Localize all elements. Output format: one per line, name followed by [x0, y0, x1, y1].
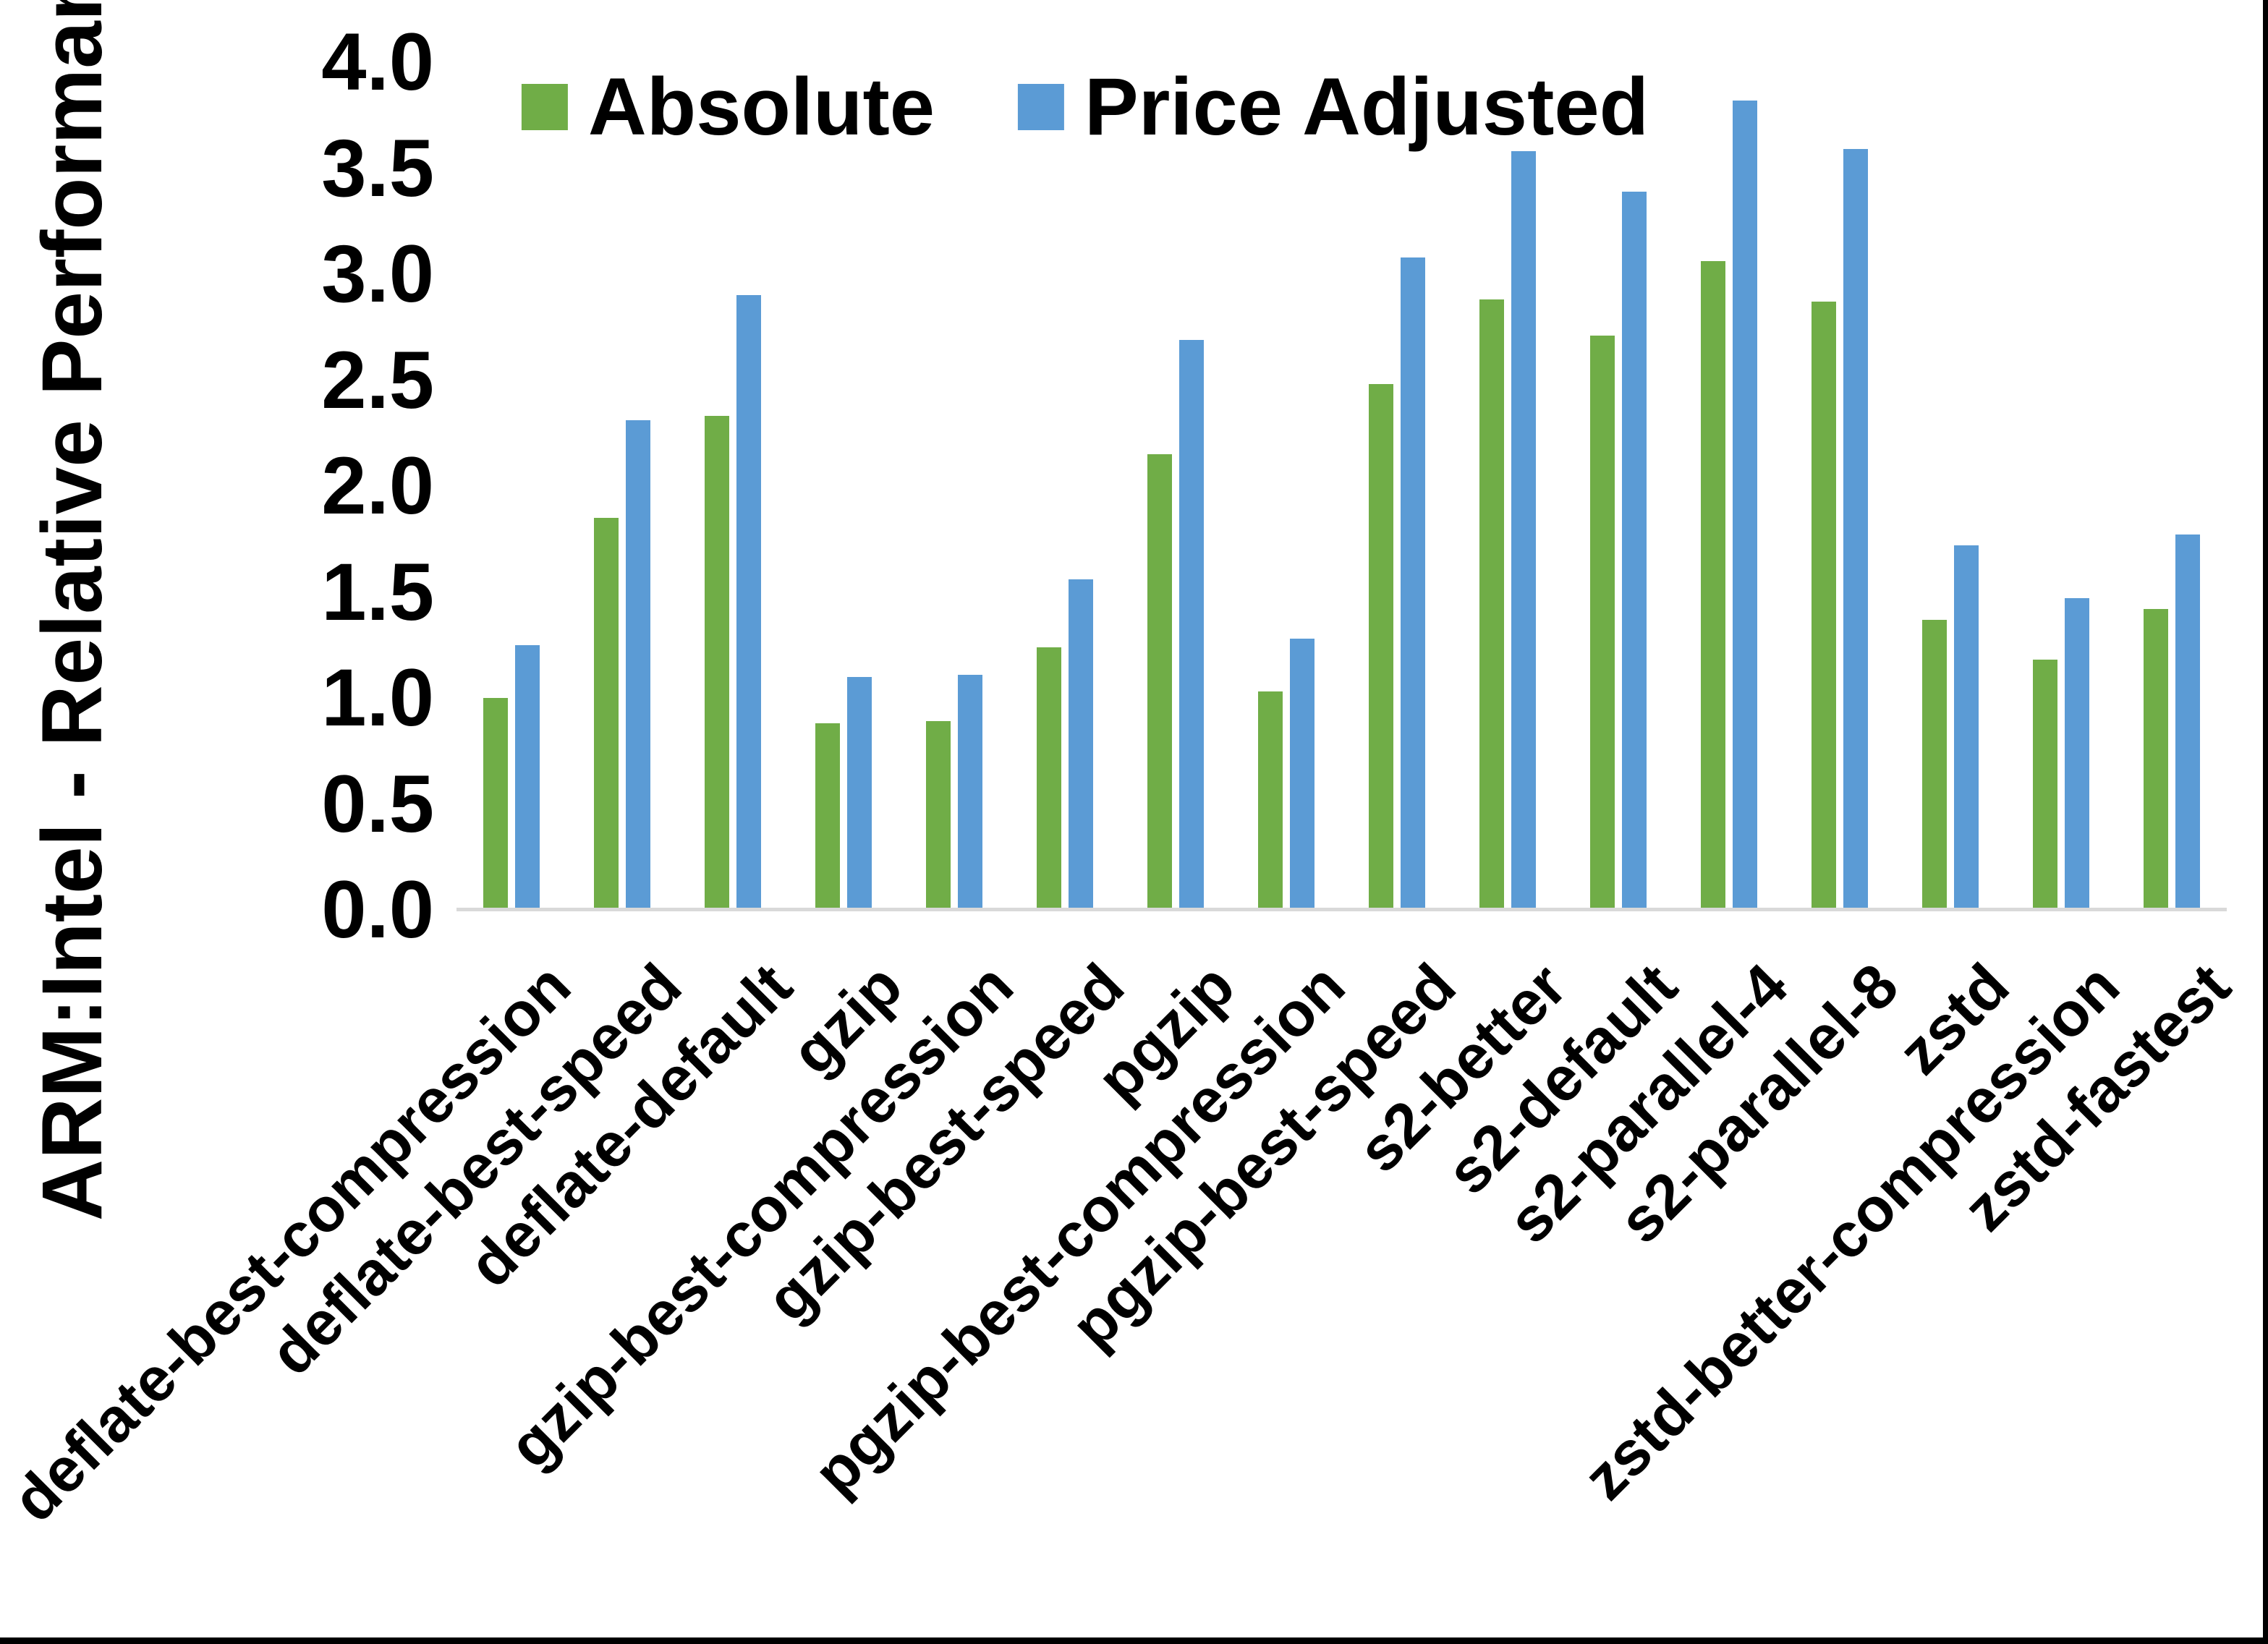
legend-item-absolute: Absolute [521, 61, 935, 152]
x-axis-line [456, 908, 2227, 911]
bar-price-adjusted-gzip-best-speed [1069, 579, 1094, 910]
bar-absolute-pgzip-best-speed [1368, 384, 1393, 910]
bar-price-adjusted-pgzip-best-compression [1290, 639, 1315, 910]
legend-swatch-absolute [521, 84, 568, 130]
legend-label-absolute: Absolute [587, 61, 935, 152]
bar-price-adjusted-gzip [847, 677, 872, 910]
bar-price-adjusted-zstd-fastest [2175, 534, 2200, 910]
y-tick-4.0: 4.0 [321, 17, 434, 107]
bar-absolute-deflate-best-speed [594, 518, 619, 910]
bar-absolute-gzip [815, 723, 841, 910]
bar-absolute-deflate-best-compression [483, 698, 509, 910]
bar-price-adjusted-zstd-better-compression [2064, 598, 2089, 910]
y-tick-1.0: 1.0 [321, 652, 434, 743]
legend-item-price-adjusted: Price Adjusted [1018, 67, 1649, 148]
y-tick-3.0: 3.0 [321, 229, 434, 319]
bar-price-adjusted-pgzip-best-speed [1400, 257, 1425, 910]
bar-price-adjusted-deflate-best-compression [515, 645, 540, 910]
y-tick-3.5: 3.5 [321, 122, 434, 213]
bar-price-adjusted-gzip-best-compression [958, 675, 983, 910]
bar-absolute-s2-parallel-4 [1700, 261, 1725, 910]
bar-price-adjusted-s2-parallel-8 [1843, 149, 1868, 910]
bar-absolute-s2-default [1589, 336, 1615, 910]
legend-label-price-adjusted: Price Adjusted [1084, 61, 1649, 152]
bar-price-adjusted-pgzip [1179, 340, 1205, 910]
bar-price-adjusted-deflate-default [736, 295, 762, 910]
y-tick-1.5: 1.5 [321, 546, 434, 637]
legend-swatch-price-adjusted [1018, 84, 1065, 130]
bar-price-adjusted-s2-default [1621, 192, 1647, 910]
bar-absolute-zstd-fastest [2143, 609, 2168, 910]
legend: Absolute Price Adjusted [521, 61, 1649, 152]
y-tick-0.5: 0.5 [321, 758, 434, 849]
bar-absolute-s2-parallel-8 [1811, 302, 1836, 910]
bar-price-adjusted-deflate-best-speed [626, 420, 651, 910]
frame-border-right-icon [2263, 0, 2268, 1644]
y-axis-title: ARM:Intel - Relative Performance [25, 0, 120, 1222]
bar-price-adjusted-s2-parallel-4 [1732, 101, 1757, 910]
bar-absolute-zstd-better-compression [2032, 660, 2057, 910]
bar-absolute-zstd [1921, 620, 1947, 910]
y-tick-2.0: 2.0 [321, 440, 434, 531]
bar-absolute-pgzip [1147, 454, 1173, 910]
bar-price-adjusted-s2-better [1511, 151, 1536, 910]
y-tick-2.5: 2.5 [321, 334, 434, 425]
bar-absolute-pgzip-best-compression [1258, 691, 1283, 910]
bar-absolute-gzip-best-speed [1037, 647, 1062, 910]
frame-border-bottom-icon [0, 1637, 2268, 1644]
bar-price-adjusted-zstd [1953, 545, 1979, 910]
bar-absolute-s2-better [1479, 299, 1504, 910]
bar-absolute-gzip-best-compression [926, 721, 951, 910]
bar-absolute-deflate-default [705, 416, 730, 910]
y-tick-0.0: 0.0 [321, 864, 434, 955]
